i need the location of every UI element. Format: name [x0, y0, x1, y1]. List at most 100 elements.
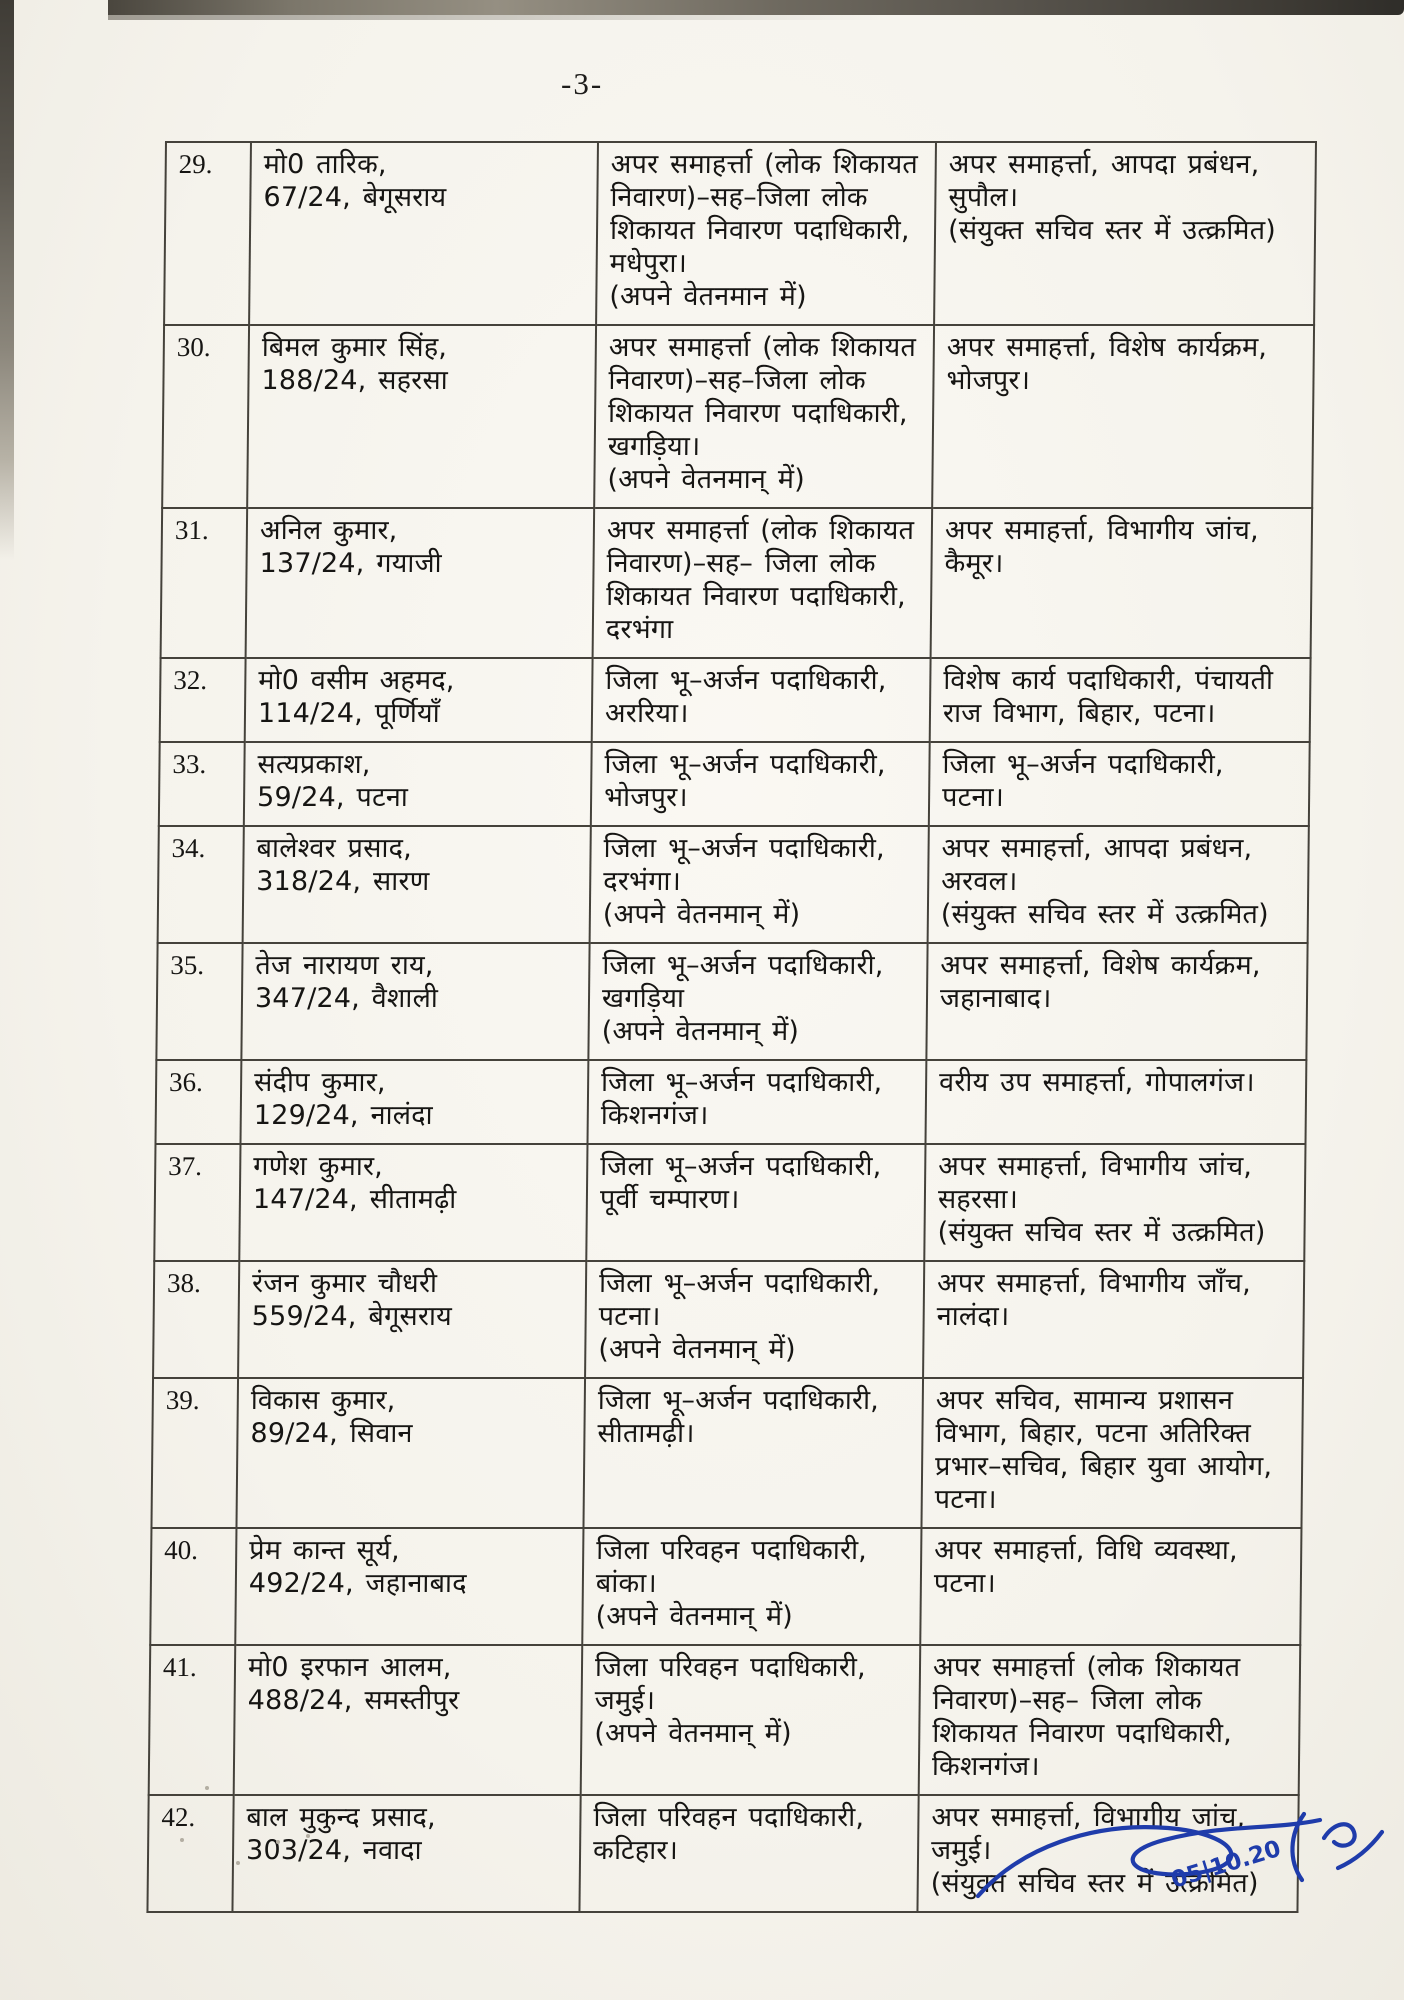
current-post-cell: जिला भू–अर्जन पदाधिकारी, सीतामढ़ी। [583, 1378, 924, 1528]
officer-name-cell-line: गणेश कुमार, [253, 1151, 384, 1182]
current-post-cell-line: अपर समाहर्त्ता (लोक शिकायत [610, 149, 919, 180]
new-post-cell-line: अरवल। [941, 866, 1018, 897]
new-post-cell: अपर समाहर्त्ता (लोक शिकायत निवारण)–सह– जि… [918, 1645, 1301, 1795]
table-row: 39. विकास कुमार, 89/24, सिवान जिला भू–अर्जन… [151, 1378, 1304, 1528]
officer-name-cell: प्रेम कान्त सूर्य, 492/24, जहानाबाद [235, 1528, 584, 1645]
current-post-cell-line: निवारण)–सह–जिला लोक [608, 365, 867, 396]
officer-name-cell-line: संदीप कुमार, [253, 1067, 386, 1098]
current-post-cell-line: खगड़िया। [607, 431, 701, 462]
new-post-cell-line: भोजपुर। [946, 365, 1031, 396]
table-row: 40. प्रेम कान्त सूर्य, 492/24, जहानाबाद जिल… [150, 1528, 1302, 1645]
officer-name-cell-line: बाल मुकुन्द प्रसाद, [246, 1802, 436, 1833]
new-post-cell-line: प्रभार–सचिव, बिहार युवा आयोग, [934, 1451, 1273, 1482]
officer-name-cell-line: 147/24, सीतामढ़ी [252, 1184, 457, 1215]
signature-stroke [1290, 1811, 1307, 1883]
new-post-cell-line: पटना। [933, 1568, 997, 1599]
serial-number-cell-line: 30. [176, 332, 211, 362]
current-post-cell-line: कटिहार। [592, 1835, 679, 1866]
current-post-cell: जिला भू–अर्जन पदाधिकारी, भोजपुर। [590, 742, 930, 826]
new-post-cell: जिला भू–अर्जन पदाधिकारी, पटना। [928, 742, 1310, 826]
new-post-cell-line: अपर समाहर्त्ता (लोक शिकायत [932, 1652, 1241, 1683]
officer-name-cell-line: बालेश्वर प्रसाद, [256, 833, 413, 864]
serial-number-cell-line: 40. [164, 1535, 199, 1565]
new-post-cell-line: वरीय उप समाहर्त्ता, गोपालगंज। [938, 1067, 1255, 1098]
current-post-cell-line: जिला भू–अर्जन पदाधिकारी, [604, 749, 886, 780]
serial-number-cell: 37. [154, 1144, 241, 1261]
signature-ink: 05|10.20 [975, 1811, 1385, 1899]
page-number: -3- [561, 66, 604, 101]
serial-number-cell: 29. [164, 142, 251, 325]
new-post-cell: अपर समाहर्त्ता, आपदा प्रबंधन, सुपौल। (संयु… [934, 142, 1316, 325]
transfer-orders-table: 29. मो0 तारिक, 67/24, बेगूसराय अपर समाहर्त्… [146, 141, 1317, 1913]
serial-number-cell-line: 34. [171, 833, 206, 863]
current-post-cell: जिला भू–अर्जन पदाधिकारी, दरभंगा। (अपने वेत… [589, 826, 929, 943]
officer-name-cell-line: 488/24, समस्तीपुर [247, 1685, 460, 1716]
table-row: 41. मो0 इरफान आलम, 488/24, समस्तीपुर जिला प… [148, 1645, 1301, 1795]
new-post-cell-line: विभाग, बिहार, पटना अतिरिक्त [935, 1418, 1252, 1449]
officer-name-cell-line: मो0 तारिक, [263, 149, 387, 180]
table-row: 33. सत्यप्रकाश, 59/24, पटना जिला भू–अर्जन प… [158, 742, 1310, 826]
signature-stroke [1335, 1829, 1385, 1871]
table-row: 35. तेज नारायण राय, 347/24, वैशाली जिला भू–… [156, 943, 1308, 1060]
new-post-cell-line: अपर समाहर्त्ता, आपदा प्रबंधन, [948, 149, 1260, 180]
current-post-cell-line: निवारण)–सह–जिला लोक [610, 182, 868, 213]
officer-name-cell: रंजन कुमार चौधरी 559/24, बेगूसराय [238, 1261, 587, 1378]
table-row: 36. संदीप कुमार, 129/24, नालंदा जिला भू–अर्… [155, 1060, 1307, 1144]
new-post-cell-line: अपर समाहर्त्ता, विभागीय जांच, [938, 1151, 1253, 1182]
new-post-cell: अपर समाहर्त्ता, विभागीय जांच, सहरसा। (संयु… [924, 1144, 1306, 1261]
new-post-cell-line: शिकायत निवारण पदाधिकारी, [932, 1718, 1233, 1749]
serial-number-cell: 32. [159, 658, 246, 742]
officer-name-cell: संदीप कुमार, 129/24, नालंदा [240, 1060, 589, 1144]
new-post-cell-line: सहरसा। [937, 1184, 1019, 1215]
new-post-cell-line: सुपौल। [948, 182, 1019, 213]
officer-name-cell: गणेश कुमार, 147/24, सीतामढ़ी [239, 1144, 588, 1261]
current-post-cell: जिला परिवहन पदाधिकारी, बांका। (अपने वेतनमा… [582, 1528, 922, 1645]
serial-number-cell: 31. [160, 508, 248, 658]
current-post-cell-line: जिला परिवहन पदाधिकारी, [594, 1652, 866, 1683]
signature-stroke [1321, 1822, 1357, 1848]
serial-number-cell-line: 37. [168, 1151, 203, 1181]
new-post-cell-line: जहानाबाद। [939, 983, 1052, 1014]
current-post-cell-line: (अपने वेतनमान में) [609, 281, 807, 312]
table-row: 34. बालेश्वर प्रसाद, 318/24, सारण जिला भू–अ… [157, 826, 1309, 943]
current-post-cell: अपर समाहर्त्ता (लोक शिकायत निवारण)–सह– जि… [592, 508, 933, 658]
serial-number-cell: 42. [147, 1795, 234, 1912]
current-post-cell-line: शिकायत निवारण पदाधिकारी, [607, 398, 908, 429]
officer-name-cell-line: 67/24, बेगूसराय [263, 182, 447, 213]
current-post-cell: अपर समाहर्त्ता (लोक शिकायत निवारण)–सह–जिल… [594, 325, 935, 508]
officer-name-cell-line: 318/24, सारण [256, 866, 430, 897]
officer-name-cell-line: 188/24, सहरसा [261, 365, 449, 396]
serial-number-cell-line: 31. [174, 515, 209, 545]
current-post-cell: जिला परिवहन पदाधिकारी, कटिहार। [579, 1795, 919, 1912]
current-post-cell-line: शिकायत निवारण पदाधिकारी, [606, 581, 907, 612]
scan-speck [276, 1840, 280, 1844]
officer-name-cell-line: रंजन कुमार चौधरी [251, 1268, 438, 1299]
current-post-cell: अपर समाहर्त्ता (लोक शिकायत निवारण)–सह–जिल… [596, 142, 936, 325]
current-post-cell-line: (अपने वेतनमान् में) [594, 1718, 792, 1749]
current-post-cell-line: जिला भू–अर्जन पदाधिकारी, [605, 665, 887, 696]
serial-number-cell-line: 42. [161, 1802, 196, 1832]
current-post-cell: जिला भू–अर्जन पदाधिकारी, अररिया। [591, 658, 931, 742]
new-post-cell-line: अपर सचिव, सामान्य प्रशासन [935, 1385, 1234, 1416]
new-post-cell-line: (संयुक्त सचिव स्तर में उत्क्रमित) [947, 215, 1277, 246]
scan-speck [236, 1861, 240, 1865]
current-post-cell: जिला परिवहन पदाधिकारी, जमुई। (अपने वेतनमान… [580, 1645, 921, 1795]
current-post-cell-line: जिला भू–अर्जन पदाधिकारी, [603, 833, 885, 864]
new-post-cell: अपर सचिव, सामान्य प्रशासन विभाग, बिहार, प… [921, 1378, 1304, 1528]
officer-name-cell-line: 559/24, बेगूसराय [251, 1301, 453, 1332]
officer-name-cell-line: विकास कुमार, [250, 1385, 396, 1416]
serial-number-cell: 34. [157, 826, 244, 943]
officer-name-cell-line: 137/24, गयाजी [259, 548, 442, 579]
serial-number-cell-line: 38. [166, 1268, 201, 1298]
current-post-cell-line: जिला परिवहन पदाधिकारी, [596, 1535, 868, 1566]
current-post-cell-line: अपर समाहर्त्ता (लोक शिकायत [608, 332, 917, 363]
officer-name-cell: बाल मुकुन्द प्रसाद, 303/24, नवादा [232, 1795, 581, 1912]
current-post-cell-line: जिला भू–अर्जन पदाधिकारी, [602, 950, 884, 981]
new-post-cell-line: पटना। [941, 782, 1005, 813]
scan-edge-left [0, 0, 14, 560]
serial-number-cell: 40. [150, 1528, 237, 1645]
officer-name-cell: मो0 तारिक, 67/24, बेगूसराय [249, 142, 598, 325]
current-post-cell-line: निवारण)–सह– जिला लोक [606, 548, 876, 579]
serial-number-cell: 33. [158, 742, 245, 826]
